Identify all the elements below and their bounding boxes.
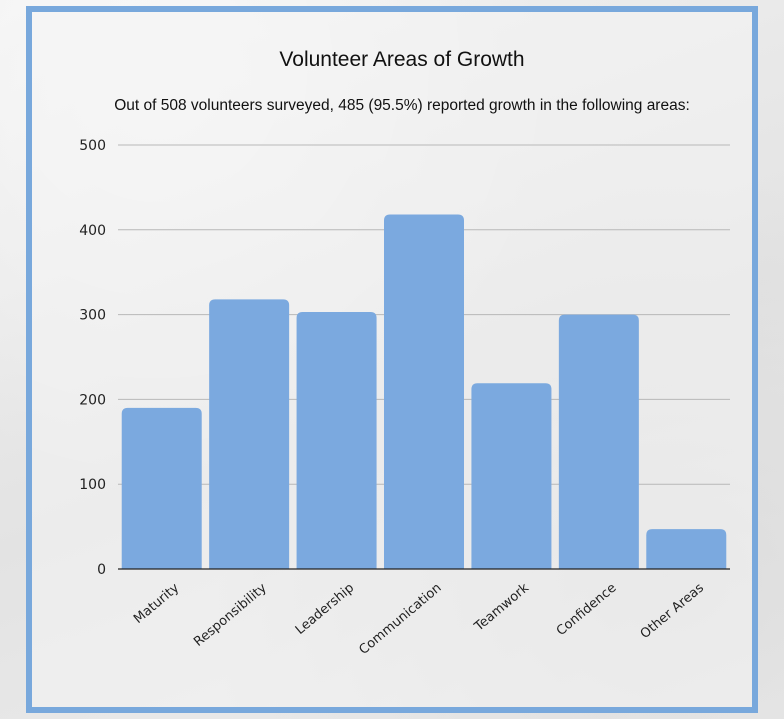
y-tick-label: 100 bbox=[79, 477, 106, 493]
bar-communication bbox=[384, 214, 464, 569]
x-axis-ticks: Maturity Responsibility Leadership Communic… bbox=[131, 580, 707, 658]
bar-teamwork bbox=[471, 383, 552, 569]
bar-leadership bbox=[296, 312, 377, 569]
y-tick-label: 0 bbox=[97, 562, 106, 578]
chart-subtitle: Out of 508 volunteers surveyed, 485 (95.… bbox=[114, 97, 690, 114]
y-tick-label: 500 bbox=[79, 138, 106, 154]
bar-maturity bbox=[121, 407, 202, 569]
x-tick-label: Responsibility bbox=[191, 580, 270, 649]
x-tick-label: Other Areas bbox=[638, 580, 707, 642]
bar-other-areas bbox=[646, 529, 727, 569]
x-tick-label: Confidence bbox=[554, 581, 620, 639]
bar-responsibility bbox=[209, 299, 290, 569]
x-tick-label: Leadership bbox=[293, 581, 357, 638]
chart-title: Volunteer Areas of Growth bbox=[279, 48, 524, 71]
y-axis-ticks: 0 100 200 300 400 500 bbox=[79, 138, 106, 578]
x-tick-label: Maturity bbox=[131, 580, 182, 627]
y-tick-label: 400 bbox=[79, 223, 106, 239]
bar-confidence bbox=[558, 314, 639, 569]
x-tick-label: Communication bbox=[356, 581, 444, 658]
x-tick-label: Teamwork bbox=[471, 580, 532, 635]
bars bbox=[121, 214, 727, 569]
y-tick-label: 200 bbox=[79, 392, 106, 408]
y-tick-label: 300 bbox=[79, 308, 106, 324]
